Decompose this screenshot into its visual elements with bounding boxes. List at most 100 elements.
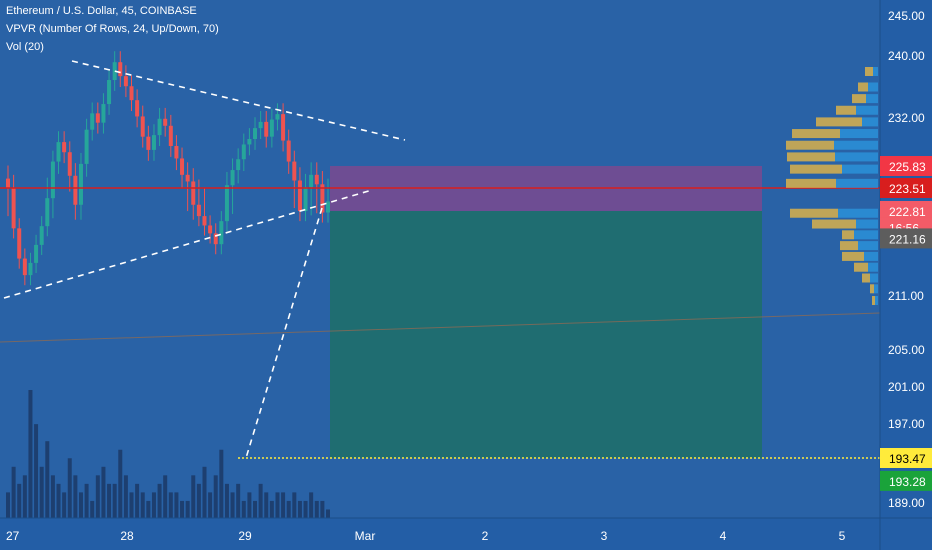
price-label-bg xyxy=(880,201,932,221)
price-tick: 211.00 xyxy=(888,289,924,303)
time-tick: 2 xyxy=(482,529,489,543)
volume-bar xyxy=(241,500,246,518)
volume-profile-down xyxy=(790,208,838,218)
volume-bar xyxy=(34,424,39,518)
volume-profile-down xyxy=(792,129,840,139)
price-label-bg xyxy=(880,178,932,198)
candle-body xyxy=(236,159,241,171)
volume-bar xyxy=(286,500,291,518)
volume-profile-up xyxy=(873,67,878,76)
volume-bar xyxy=(269,500,274,518)
candle-body xyxy=(151,135,156,150)
indicator-vpvr[interactable]: VPVR (Number Of Rows, 24, Up/Down, 70) xyxy=(6,23,219,35)
candle-body xyxy=(129,86,134,101)
candle-body xyxy=(34,244,39,263)
volume-profile-down xyxy=(842,230,854,240)
candle-body xyxy=(73,175,78,205)
volume-bar xyxy=(56,483,61,518)
volume-bar xyxy=(50,475,55,518)
take-profit-zone xyxy=(330,211,762,458)
volume-profile-down xyxy=(790,164,842,174)
volume-profile-down xyxy=(870,284,874,294)
volume-profile-down xyxy=(862,273,870,283)
volume-profile-up xyxy=(868,262,878,272)
volume-profile-down xyxy=(854,262,868,272)
time-tick: 28 xyxy=(120,529,134,543)
volume-profile-up xyxy=(858,241,878,251)
time-tick: 27 xyxy=(6,529,20,543)
candle-body xyxy=(269,119,274,137)
price-label-225-83: 225.83 xyxy=(880,156,932,176)
symbol-title[interactable]: Ethereum / U.S. Dollar, 45, COINBASE xyxy=(6,5,197,17)
price-label-text: 225.83 xyxy=(889,160,926,174)
candle-body xyxy=(146,136,151,150)
volume-bar xyxy=(174,492,179,518)
wedge-lower-line xyxy=(3,189,373,299)
volume-profile-down xyxy=(786,140,834,150)
candle-body xyxy=(163,118,168,126)
volume-profile-up xyxy=(838,208,878,218)
volume-bar xyxy=(208,492,213,518)
candle-body xyxy=(17,228,22,259)
candle-body xyxy=(50,161,55,199)
volume-profile-up xyxy=(834,140,878,150)
volume-profile-down xyxy=(840,241,858,251)
candle-body xyxy=(264,121,269,137)
time-axis-bg xyxy=(0,518,932,550)
candle-body xyxy=(84,129,89,164)
position-zones xyxy=(330,166,762,458)
volume-profile-up xyxy=(864,251,878,261)
volume-bar xyxy=(224,483,229,518)
candle-body xyxy=(258,121,263,129)
volume-profile-down xyxy=(865,67,873,76)
candle-body xyxy=(56,142,61,162)
candle-body xyxy=(185,174,190,182)
candle-body xyxy=(90,113,95,130)
volume-bar xyxy=(185,500,190,518)
volume-bar xyxy=(219,449,224,518)
volume-profile-down xyxy=(872,296,875,305)
candle-body xyxy=(297,180,302,212)
volume-bar xyxy=(39,466,44,518)
candle-body xyxy=(202,216,207,226)
price-label-text: 193.28 xyxy=(889,475,926,489)
volume-bar xyxy=(73,475,78,518)
indicator-volume[interactable]: Vol (20) xyxy=(6,41,44,53)
candle-body xyxy=(45,198,50,227)
volume-bar xyxy=(196,483,201,518)
volume-bars xyxy=(6,390,330,518)
volume-bar xyxy=(163,475,168,518)
candles xyxy=(6,51,330,286)
volume-bar xyxy=(247,492,252,518)
volume-profile-down xyxy=(786,178,836,188)
candle-body xyxy=(180,158,185,175)
volume-bar xyxy=(107,483,112,518)
price-label-text: 193.47 xyxy=(889,452,926,466)
candle-body xyxy=(224,185,229,222)
candle-body xyxy=(303,187,308,212)
volume-bar xyxy=(275,492,280,518)
price-label-222-81: 222.81 xyxy=(880,201,932,221)
volume-bar xyxy=(320,500,325,518)
wedge-upper-line xyxy=(71,60,406,141)
volume-profile xyxy=(786,67,878,305)
volume-profile-up xyxy=(862,117,878,127)
candle-body xyxy=(320,184,325,213)
price-label-221-16: 221.16 xyxy=(880,228,932,249)
price-tick: 201.00 xyxy=(888,380,925,394)
volume-profile-up xyxy=(856,105,878,115)
candle-body xyxy=(275,114,280,120)
candle-body xyxy=(157,118,162,136)
candle-body xyxy=(101,104,106,123)
price-tick: 189.00 xyxy=(888,496,925,510)
price-label-193-47: 193.47 xyxy=(880,448,932,468)
candle-body xyxy=(241,144,246,160)
candle-body xyxy=(135,100,140,117)
candle-body xyxy=(174,146,179,159)
candle-body xyxy=(286,140,291,162)
volume-bar xyxy=(45,441,50,518)
candle-body xyxy=(196,204,201,217)
volume-bar xyxy=(95,475,100,518)
